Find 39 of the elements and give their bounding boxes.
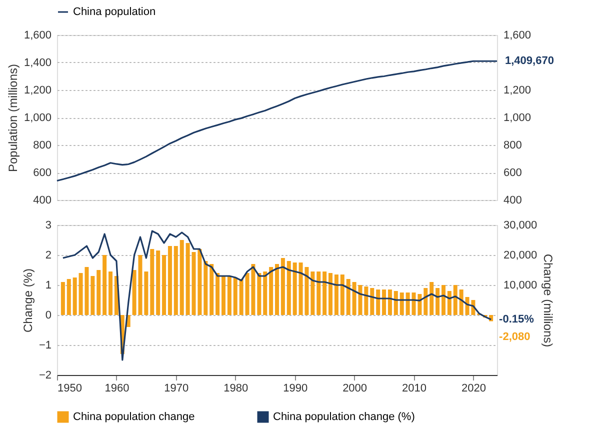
y-tick-label: 0: [45, 310, 52, 322]
x-tick-label: 1950: [58, 382, 82, 394]
y2-tick-label: 800: [504, 140, 522, 152]
y2-tick-label: 1,000: [504, 112, 532, 124]
y-tick-label: 1,000: [24, 112, 52, 124]
legend-label: China population: [73, 6, 156, 18]
x-tick-label: 2020: [461, 382, 486, 394]
y-tick-label: 3: [45, 220, 52, 232]
y2-tick-label: 1,600: [504, 30, 532, 42]
y-tick-label: −2: [38, 370, 52, 382]
y-tick-label: 1: [45, 280, 52, 292]
annotation: -0.15%: [499, 314, 534, 326]
x-tick-label: 2010: [402, 382, 426, 394]
y-tick-label: 1,600: [24, 30, 52, 42]
y-tick-label: 600: [33, 167, 52, 179]
legend-label: China population change (%): [273, 411, 415, 423]
y-tick-label: 400: [33, 194, 52, 206]
y2-tick-label: 10,000: [504, 280, 538, 292]
x-tick-label: 1980: [224, 382, 248, 394]
y-axis-title: Population (millions): [6, 64, 20, 172]
x-tick-label: 1990: [283, 382, 308, 394]
y-axis-title: Change (%): [20, 268, 35, 333]
y2-tick-label: 1,200: [504, 84, 532, 96]
y-tick-label: 1,400: [24, 57, 52, 69]
y2-axis-title: Change (millions): [541, 254, 556, 348]
y2-tick-label: 30,000: [504, 220, 538, 232]
y2-tick-label: 400: [504, 194, 522, 206]
y2-tick-label: 600: [504, 167, 522, 179]
x-tick-label: 2000: [342, 382, 368, 394]
legend-label: China population change: [73, 411, 195, 423]
y-tick-label: 800: [33, 140, 52, 152]
x-tick-label: 1970: [164, 382, 189, 394]
annotation: -2,080: [499, 331, 530, 344]
y2-tick-label: 20,000: [504, 250, 538, 262]
y-tick-label: −1: [38, 340, 52, 352]
y-tick-label: 1,200: [24, 84, 52, 96]
text: 1,409,670: [505, 55, 554, 68]
x-tick-label: 1960: [104, 382, 130, 394]
y-tick-label: 2: [45, 250, 52, 262]
